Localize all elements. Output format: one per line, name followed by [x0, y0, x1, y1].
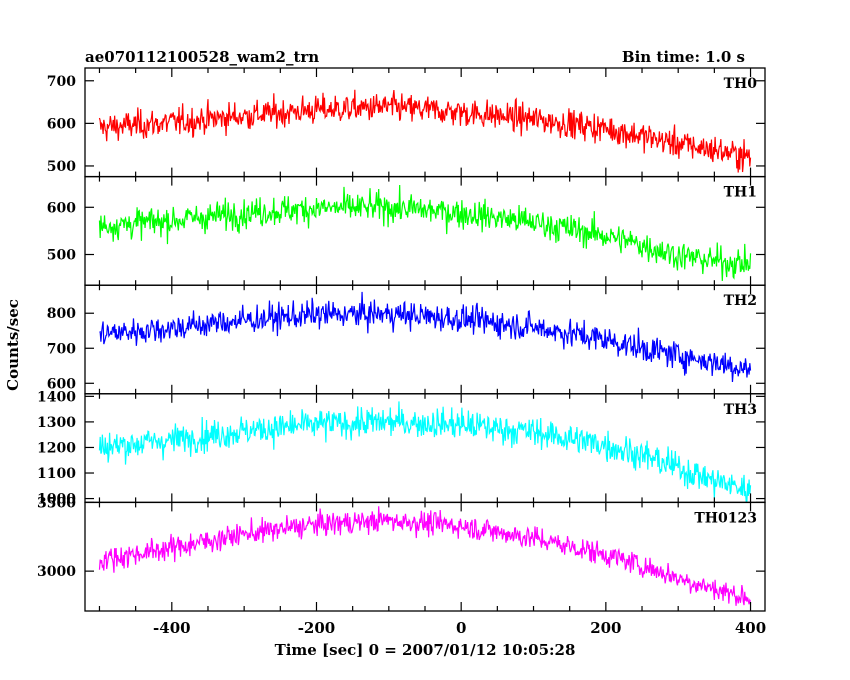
x-tick-label: 400 — [735, 619, 766, 637]
y-tick-label: 3000 — [37, 564, 76, 580]
series-line-th2 — [99, 291, 752, 383]
x-axis-label: Time [sec] 0 = 2007/01/12 10:05:28 — [275, 641, 576, 659]
series-line-th1 — [98, 184, 752, 281]
panel-label: TH2 — [724, 293, 757, 309]
panel-label: TH3 — [724, 402, 757, 418]
y-tick-label: 500 — [47, 159, 76, 175]
y-tick-label: 3500 — [37, 495, 76, 511]
series-line-th0123 — [98, 506, 752, 606]
y-tick-label: 1100 — [37, 466, 76, 482]
y-tick-label: 700 — [47, 74, 76, 90]
y-tick-label: 600 — [47, 116, 76, 132]
x-tick-label: 200 — [590, 619, 621, 637]
panel-label: TH0 — [724, 76, 758, 92]
x-tick-label: -400 — [153, 619, 191, 637]
panel-label: TH0123 — [694, 510, 757, 526]
y-tick-label: 600 — [47, 200, 76, 216]
y-tick-label: 1200 — [37, 440, 76, 456]
panel-frame — [84, 393, 766, 504]
panel-th2: TH2 600 700 800 — [47, 284, 766, 395]
panels-group: TH0 500 600 700 TH1 500 600 TH2 600 700 800 TH3 1000… — [37, 67, 766, 612]
y-tick-label: 500 — [47, 248, 76, 264]
x-tick-label: -200 — [298, 619, 336, 637]
x-tick-label: 0 — [456, 619, 466, 637]
panel-frame — [84, 175, 766, 286]
y-tick-label: 800 — [47, 306, 76, 322]
x-axis: -400 -200 0 200 400 — [98, 68, 766, 637]
chart-title-left: ae070112100528_wam2_trn — [85, 48, 319, 66]
y-tick-label: 1400 — [37, 389, 76, 405]
panel-th3: TH3 1000 1100 1200 1300 1400 — [37, 389, 766, 508]
panel-th0: TH0 500 600 700 — [47, 67, 766, 178]
chart-title-right: Bin time: 1.0 s — [622, 48, 745, 66]
series-line-th0 — [98, 89, 752, 173]
y-tick-label: 700 — [47, 341, 76, 357]
y-axis-label: Counts/sec — [4, 299, 22, 391]
panel-th1: TH1 500 600 — [47, 175, 766, 286]
y-tick-label: 1300 — [37, 415, 76, 431]
panel-label: TH1 — [724, 185, 757, 201]
panel-frame — [84, 284, 766, 395]
y-tick-label: 600 — [47, 376, 76, 392]
y-tick-label: 1000 — [37, 492, 76, 508]
series-line-th3 — [98, 401, 752, 503]
panel-th0123: TH0123 3000 3500 — [37, 495, 766, 612]
